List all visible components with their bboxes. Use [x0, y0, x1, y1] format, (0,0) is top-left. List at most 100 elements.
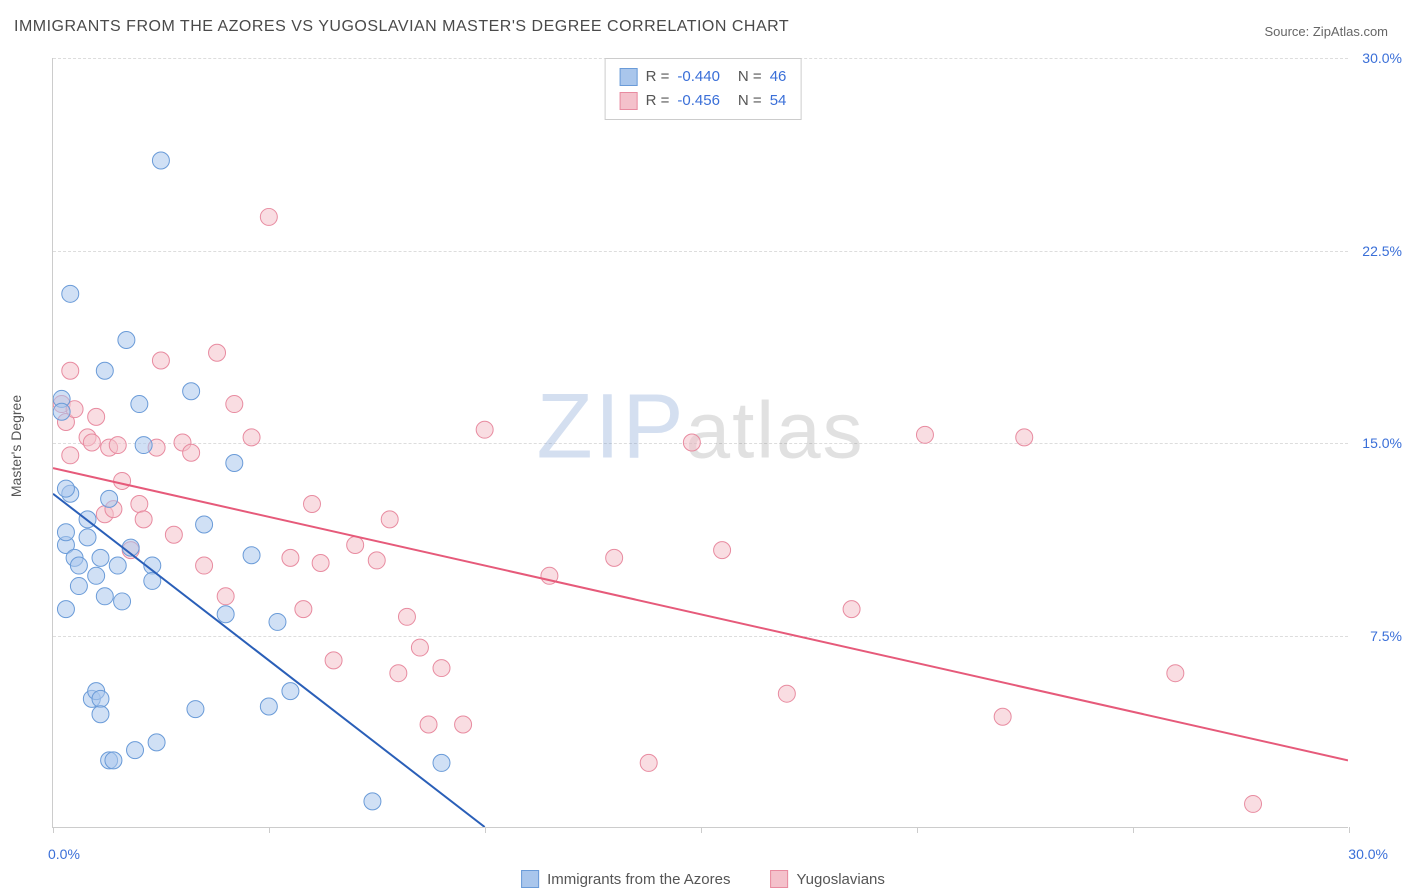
point-0: [243, 547, 260, 564]
point-1: [916, 426, 933, 443]
legend-label: Yugoslavians: [797, 871, 885, 888]
point-1: [114, 472, 131, 489]
point-0: [135, 437, 152, 454]
point-1: [217, 588, 234, 605]
legend-swatch: [620, 68, 638, 86]
point-0: [114, 593, 131, 610]
scatter-svg: [53, 58, 1348, 827]
point-1: [62, 447, 79, 464]
ytick-label: 15.0%: [1352, 435, 1402, 451]
point-0: [260, 698, 277, 715]
point-1: [196, 557, 213, 574]
point-1: [295, 601, 312, 618]
legend-R-value: -0.456: [677, 89, 720, 113]
point-0: [282, 683, 299, 700]
ytick-label: 22.5%: [1352, 243, 1402, 259]
point-1: [260, 208, 277, 225]
point-0: [148, 734, 165, 751]
xtick-mark: [1349, 827, 1350, 833]
point-0: [88, 567, 105, 584]
point-0: [70, 578, 87, 595]
point-1: [243, 429, 260, 446]
point-1: [312, 554, 329, 571]
legend-R-label: R =: [646, 65, 670, 89]
legend-label: Immigrants from the Azores: [547, 871, 730, 888]
xtick-mark: [485, 827, 486, 833]
point-0: [131, 396, 148, 413]
point-0: [101, 490, 118, 507]
point-0: [187, 701, 204, 718]
point-1: [778, 685, 795, 702]
point-0: [57, 524, 74, 541]
chart-title: IMMIGRANTS FROM THE AZORES VS YUGOSLAVIA…: [14, 18, 789, 36]
legend-R-label: R =: [646, 89, 670, 113]
point-0: [118, 331, 135, 348]
xtick-max: 30.0%: [1348, 846, 1388, 862]
point-1: [347, 537, 364, 554]
ytick-label: 30.0%: [1352, 50, 1402, 66]
point-1: [390, 665, 407, 682]
point-0: [96, 362, 113, 379]
point-1: [1245, 795, 1262, 812]
point-1: [226, 396, 243, 413]
legend-swatch: [620, 92, 638, 110]
point-1: [381, 511, 398, 528]
point-0: [183, 383, 200, 400]
point-1: [714, 542, 731, 559]
point-1: [209, 344, 226, 361]
legend-item: Immigrants from the Azores: [521, 870, 730, 888]
point-0: [217, 606, 234, 623]
point-1: [109, 437, 126, 454]
point-1: [304, 496, 321, 513]
point-1: [843, 601, 860, 618]
legend-swatch: [771, 870, 789, 888]
legend-stat-row: R =-0.456N =54: [620, 89, 787, 113]
legend-R-value: -0.440: [677, 65, 720, 89]
xtick-mark: [269, 827, 270, 833]
legend-stats: R =-0.440N =46R =-0.456N =54: [605, 58, 802, 120]
xtick-mark: [701, 827, 702, 833]
point-1: [420, 716, 437, 733]
point-0: [92, 706, 109, 723]
point-0: [70, 557, 87, 574]
point-1: [131, 496, 148, 513]
point-1: [282, 549, 299, 566]
xtick-mark: [53, 827, 54, 833]
point-0: [269, 613, 286, 630]
point-1: [183, 444, 200, 461]
point-0: [96, 588, 113, 605]
point-0: [53, 403, 70, 420]
trendline-1: [53, 468, 1348, 760]
point-1: [62, 362, 79, 379]
point-0: [57, 601, 74, 618]
source-label: Source: ZipAtlas.com: [1264, 24, 1388, 39]
point-0: [79, 529, 96, 546]
point-0: [105, 752, 122, 769]
point-1: [325, 652, 342, 669]
point-1: [83, 434, 100, 451]
point-0: [92, 690, 109, 707]
point-0: [152, 152, 169, 169]
xtick-mark: [917, 827, 918, 833]
legend-stat-row: R =-0.440N =46: [620, 65, 787, 89]
point-1: [398, 608, 415, 625]
legend-item: Yugoslavians: [771, 870, 885, 888]
point-0: [196, 516, 213, 533]
point-1: [1167, 665, 1184, 682]
point-0: [62, 285, 79, 302]
point-0: [226, 455, 243, 472]
point-1: [135, 511, 152, 528]
point-1: [455, 716, 472, 733]
point-1: [994, 708, 1011, 725]
trendline-0: [53, 494, 485, 827]
point-0: [57, 480, 74, 497]
point-1: [165, 526, 182, 543]
ytick-label: 7.5%: [1352, 628, 1402, 644]
legend-series: Immigrants from the Azores Yugoslavians: [521, 870, 885, 888]
legend-N-label: N =: [738, 89, 762, 113]
point-1: [368, 552, 385, 569]
point-0: [92, 549, 109, 566]
plot-area: ZIPatlas 7.5%15.0%22.5%30.0%: [52, 58, 1348, 828]
point-1: [1016, 429, 1033, 446]
legend-N-label: N =: [738, 65, 762, 89]
